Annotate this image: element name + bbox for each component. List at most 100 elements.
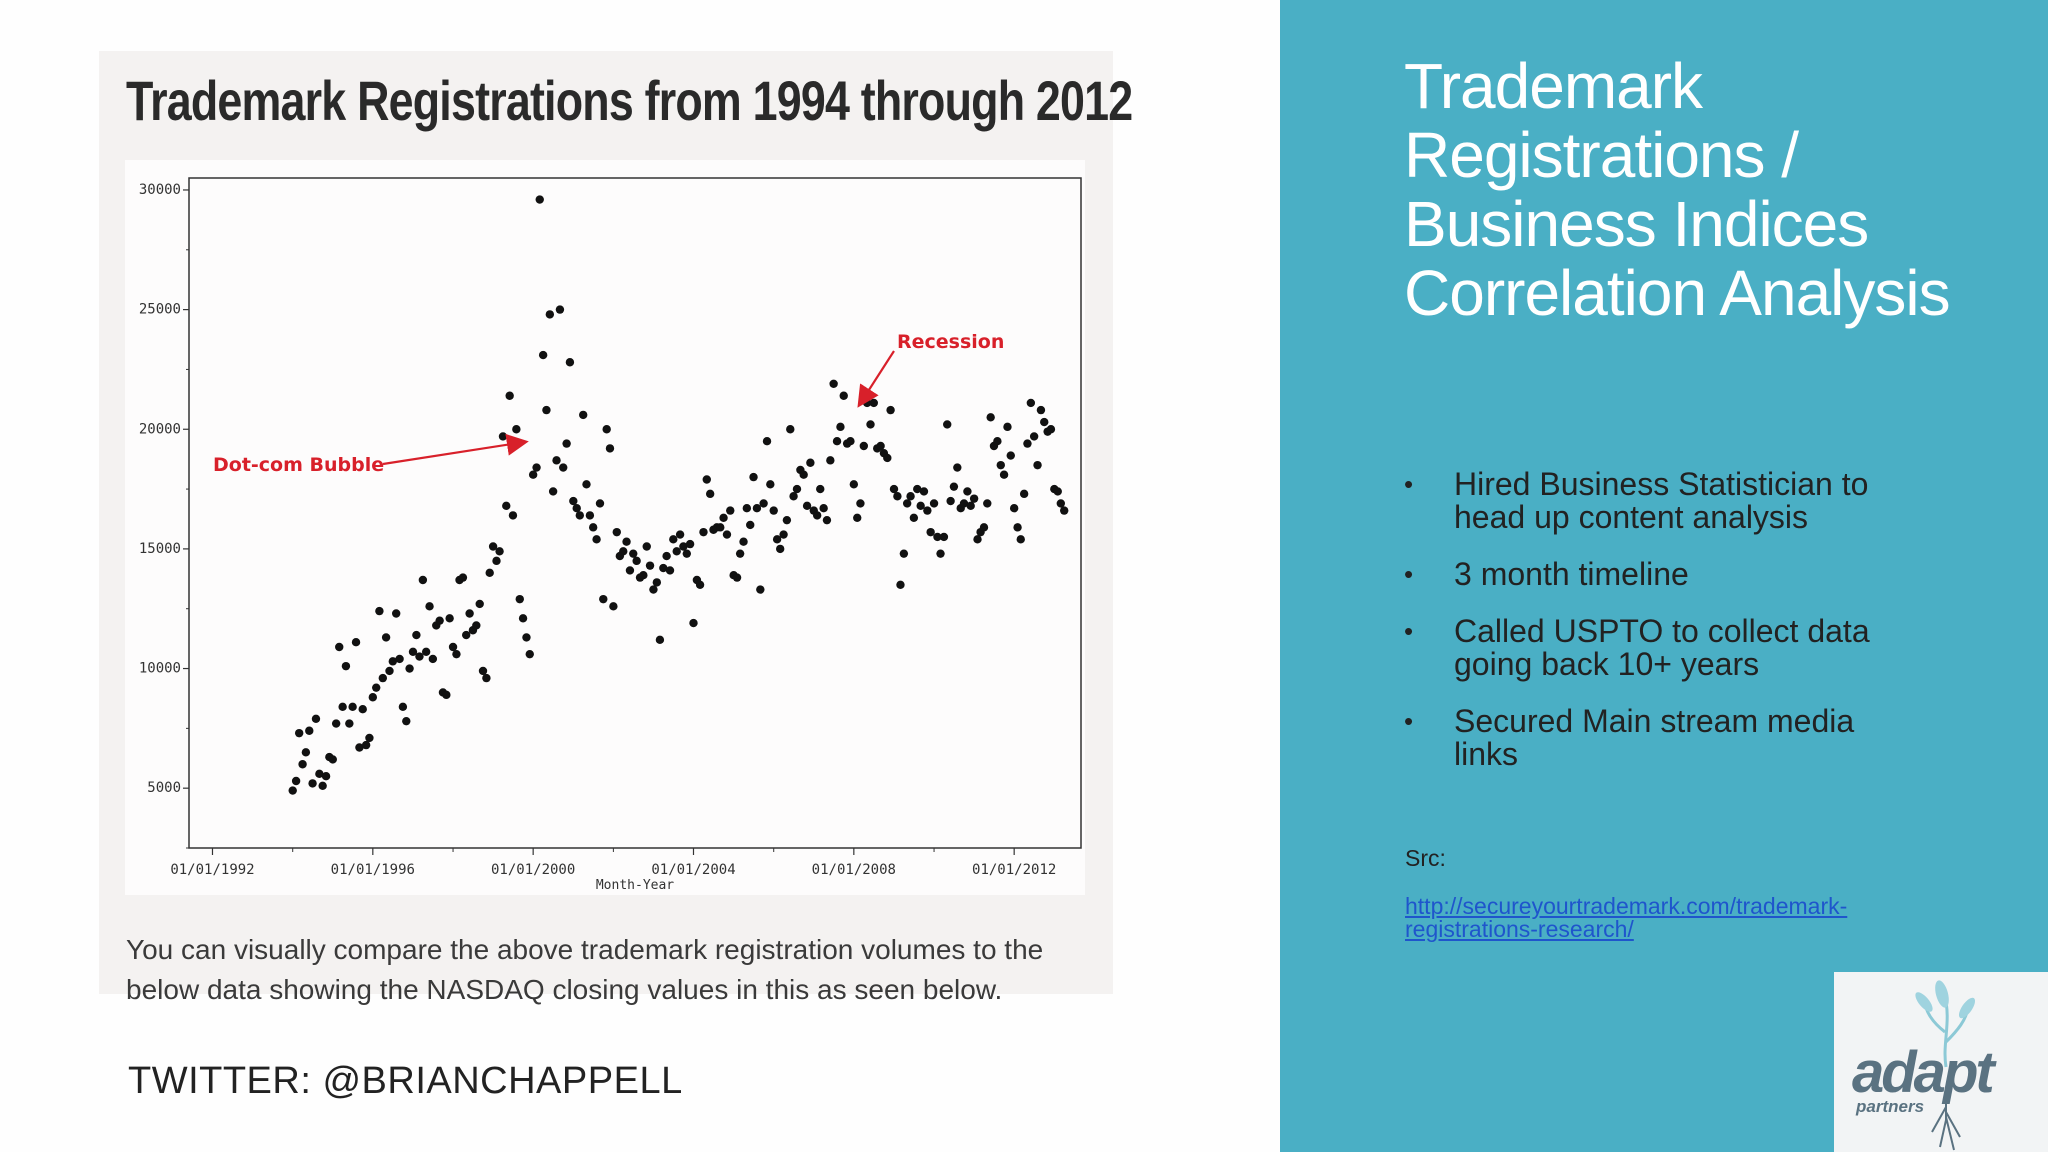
data-point <box>485 568 494 578</box>
data-point <box>802 501 812 511</box>
data-point <box>866 420 875 429</box>
data-point <box>579 410 588 420</box>
data-point <box>695 580 705 589</box>
data-point <box>946 496 955 506</box>
data-point <box>345 719 354 728</box>
bullet-dot-icon: • <box>1404 469 1414 499</box>
data-point <box>1033 460 1042 470</box>
data-point <box>465 609 474 618</box>
data-point <box>963 487 972 496</box>
data-point <box>538 350 548 360</box>
x-tick-label: 01/01/2000 <box>491 862 575 878</box>
data-point <box>629 549 638 558</box>
data-point <box>762 437 772 446</box>
data-point <box>388 657 397 666</box>
data-point <box>933 532 942 542</box>
chart-axes: 5000 10000 15000 20000 25000 30000 01/01/1992 0… <box>139 177 1082 878</box>
x-tick-label: 01/01/2008 <box>812 862 896 878</box>
data-point <box>819 504 828 513</box>
data-point <box>355 743 364 752</box>
data-point <box>993 437 1002 446</box>
x-axis-label: Month-Year <box>596 878 674 893</box>
data-point <box>331 719 341 728</box>
data-point <box>318 781 327 790</box>
data-point <box>953 463 962 472</box>
data-point <box>458 573 468 582</box>
data-point <box>602 425 611 434</box>
data-point <box>859 441 869 451</box>
chart-points <box>288 195 1069 795</box>
data-point <box>498 432 508 441</box>
data-point <box>381 633 391 642</box>
data-point <box>772 535 782 544</box>
data-point <box>562 439 571 448</box>
data-point <box>986 413 995 422</box>
data-point <box>966 501 975 511</box>
data-point <box>732 573 742 582</box>
bullet-text: Secured Main stream media links <box>1454 703 1855 772</box>
data-point <box>605 444 615 453</box>
data-point <box>649 585 658 594</box>
data-point <box>779 530 788 539</box>
data-point <box>716 523 725 532</box>
data-point <box>959 499 969 508</box>
data-point <box>559 463 568 472</box>
logo-graphic: adapt partners <box>1852 980 2000 1151</box>
data-point <box>1046 425 1056 434</box>
data-point <box>585 511 595 520</box>
data-point <box>565 358 575 367</box>
data-point <box>575 511 584 520</box>
data-point <box>926 527 935 537</box>
data-point <box>375 606 384 616</box>
data-point <box>301 748 311 757</box>
data-point <box>515 594 524 604</box>
data-point <box>632 556 641 566</box>
data-point <box>642 542 651 551</box>
data-point <box>1056 499 1066 508</box>
data-point <box>478 666 488 676</box>
y-tick-label: 15000 <box>139 541 181 557</box>
data-point <box>425 602 434 611</box>
data-point <box>421 647 431 656</box>
bullet-item: • 3 month timeline <box>1404 558 1924 591</box>
article-caption: You can visually compare the above trade… <box>126 934 1044 1005</box>
data-point <box>1053 487 1062 496</box>
y-tick-label: 20000 <box>139 421 181 437</box>
data-point <box>782 515 792 525</box>
data-point <box>502 501 511 511</box>
y-tick-label: 25000 <box>139 302 181 318</box>
right-info-panel <box>1280 0 2048 1152</box>
data-point <box>442 690 451 700</box>
data-point <box>402 716 411 726</box>
data-point <box>999 470 1009 479</box>
data-point <box>722 530 732 539</box>
data-point <box>505 391 514 400</box>
data-point <box>839 391 848 400</box>
data-point <box>338 702 347 712</box>
chart-background <box>125 160 1085 895</box>
data-point <box>625 566 635 575</box>
data-point <box>906 492 915 501</box>
data-point <box>448 642 458 652</box>
data-point <box>689 618 698 628</box>
data-point <box>812 511 822 520</box>
data-point <box>305 726 314 735</box>
x-tick-label: 01/01/2012 <box>972 862 1056 878</box>
x-tick-label: 01/01/1992 <box>170 862 254 878</box>
annotation-recession-label: Recession <box>897 331 1004 353</box>
data-point <box>749 472 758 482</box>
data-point <box>348 702 357 712</box>
annotation-dotcom-label: Dot-com Bubble <box>213 454 384 476</box>
data-point <box>372 683 381 692</box>
data-point <box>849 480 859 489</box>
data-point <box>639 571 648 580</box>
data-point <box>775 544 785 554</box>
data-point <box>595 499 605 508</box>
data-point <box>395 654 404 664</box>
data-point <box>405 664 414 673</box>
data-point <box>916 501 925 511</box>
y-tick-label: 5000 <box>147 780 181 796</box>
plot-frame <box>188 177 1082 849</box>
data-point <box>555 305 565 314</box>
source-link[interactable]: http://secureyourtrademark.com/trademark… <box>1405 893 1848 942</box>
